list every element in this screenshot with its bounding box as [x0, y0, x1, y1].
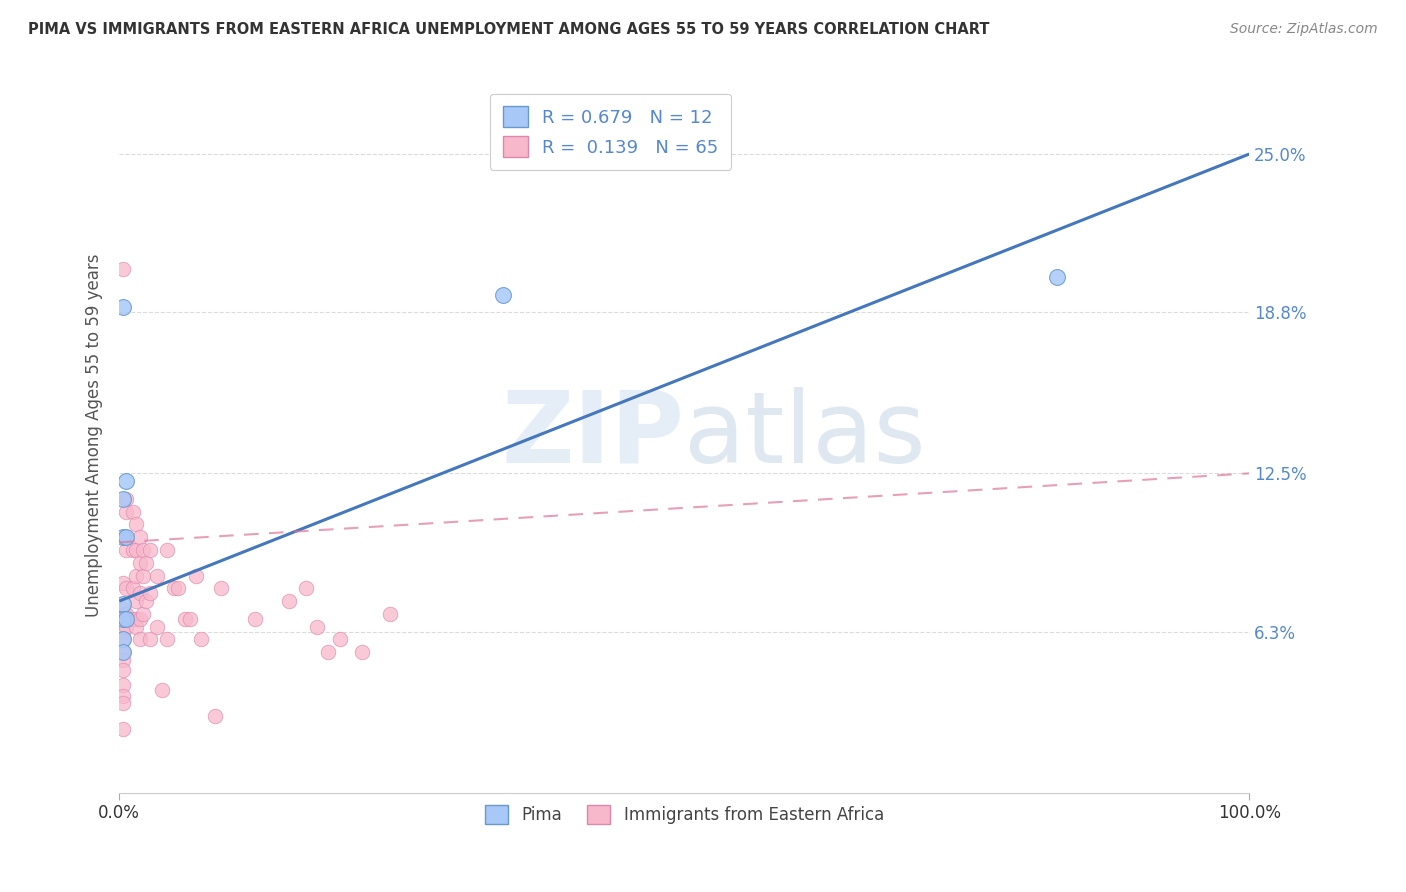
Point [121, 543, 143, 558]
Point [111, 612, 134, 626]
Point [115, 612, 138, 626]
Point [277, 594, 299, 608]
Point [111, 653, 134, 667]
Point [115, 474, 138, 488]
Point [111, 301, 134, 315]
Point [204, 709, 226, 723]
Point [115, 543, 138, 558]
Point [128, 556, 150, 570]
Point [111, 689, 134, 703]
Point [162, 582, 184, 596]
Point [115, 491, 138, 506]
Point [111, 612, 134, 626]
Point [115, 619, 138, 633]
Point [128, 612, 150, 626]
Text: PIMA VS IMMIGRANTS FROM EASTERN AFRICA UNEMPLOYMENT AMONG AGES 55 TO 59 YEARS CO: PIMA VS IMMIGRANTS FROM EASTERN AFRICA U… [28, 22, 990, 37]
Point [329, 632, 352, 647]
Point [132, 607, 155, 621]
Point [139, 586, 162, 600]
Point [139, 632, 162, 647]
Point [1046, 269, 1069, 284]
Text: atlas: atlas [685, 386, 925, 483]
Point [145, 568, 167, 582]
Point [128, 632, 150, 647]
Point [111, 678, 134, 692]
Point [111, 624, 134, 639]
Point [121, 582, 143, 596]
Point [125, 517, 148, 532]
Point [156, 632, 179, 647]
Point [115, 505, 138, 519]
Point [125, 594, 148, 608]
Point [121, 612, 143, 626]
Point [111, 722, 134, 736]
Point [139, 543, 162, 558]
Point [492, 287, 515, 301]
Point [115, 582, 138, 596]
Point [167, 582, 190, 596]
Point [111, 576, 134, 591]
Point [190, 632, 212, 647]
Point [125, 568, 148, 582]
Point [115, 530, 138, 544]
Point [352, 645, 374, 659]
Point [111, 645, 134, 659]
Point [121, 505, 143, 519]
Point [111, 663, 134, 677]
Point [305, 619, 328, 633]
Point [179, 612, 201, 626]
Point [184, 568, 207, 582]
Point [150, 683, 173, 698]
Point [156, 543, 179, 558]
Point [132, 568, 155, 582]
Point [111, 601, 134, 615]
Point [125, 543, 148, 558]
Point [173, 612, 195, 626]
Point [125, 612, 148, 626]
Point [380, 607, 402, 621]
Point [145, 619, 167, 633]
Point [135, 556, 157, 570]
Point [111, 645, 134, 659]
Point [209, 582, 232, 596]
Point [316, 645, 339, 659]
Text: Source: ZipAtlas.com: Source: ZipAtlas.com [1230, 22, 1378, 37]
Point [111, 491, 134, 506]
Point [128, 530, 150, 544]
Point [115, 607, 138, 621]
Point [115, 530, 138, 544]
Point [243, 612, 266, 626]
Point [111, 530, 134, 544]
Point [111, 597, 134, 611]
Point [118, 612, 141, 626]
Point [111, 262, 134, 277]
Legend: Pima, Immigrants from Eastern Africa: Pima, Immigrants from Eastern Africa [475, 795, 894, 834]
Point [111, 632, 134, 647]
Point [132, 543, 155, 558]
Point [294, 582, 316, 596]
Y-axis label: Unemployment Among Ages 55 to 59 years: Unemployment Among Ages 55 to 59 years [86, 253, 103, 616]
Text: ZIP: ZIP [502, 386, 685, 483]
Point [111, 696, 134, 710]
Point [125, 619, 148, 633]
Point [128, 586, 150, 600]
Point [111, 632, 134, 647]
Point [135, 594, 157, 608]
